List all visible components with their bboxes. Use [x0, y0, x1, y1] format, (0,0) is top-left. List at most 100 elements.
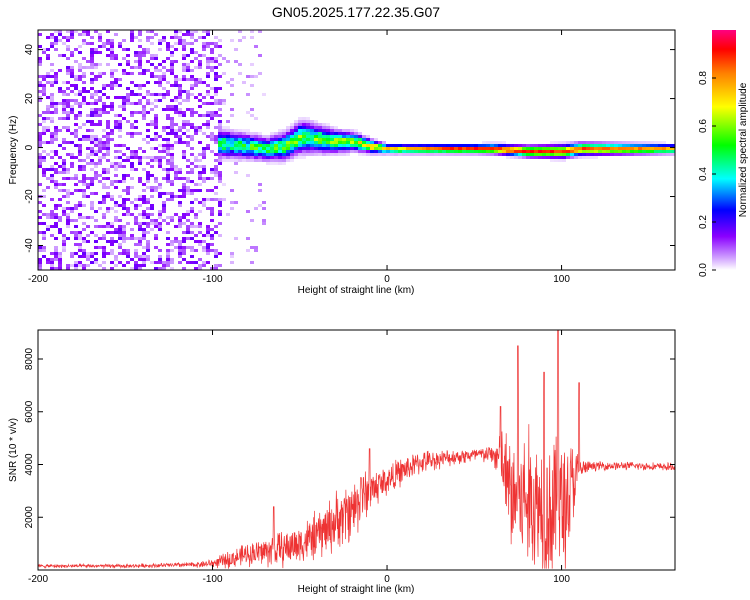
heatmap-cell [510, 156, 514, 159]
heatmap-cell [102, 267, 106, 270]
heatmap-cell [58, 231, 62, 234]
heatmap-cell [126, 237, 130, 240]
heatmap-cell [222, 132, 226, 135]
heatmap-cell [142, 48, 146, 51]
heatmap-cell [126, 132, 130, 135]
heatmap-cell [98, 225, 102, 228]
colorbar-gradient [712, 30, 736, 270]
heatmap-cell [170, 240, 174, 243]
heatmap-cell [398, 144, 402, 147]
heatmap-cell [106, 126, 110, 129]
heatmap-cell [114, 120, 118, 123]
heatmap-cell [262, 219, 266, 222]
heatmap-cell [346, 147, 350, 150]
heatmap-cell [170, 99, 174, 102]
heatmap-cell [146, 216, 150, 219]
heatmap-cell [514, 144, 518, 147]
heatmap-cell [502, 147, 506, 150]
heatmap-cell [218, 108, 222, 111]
heatmap-cell [366, 147, 370, 150]
heatmap-cell [182, 123, 186, 126]
heatmap-cell [118, 123, 122, 126]
heatmap-cell [142, 264, 146, 267]
heatmap-cell [182, 231, 186, 234]
heatmap-cell [78, 165, 82, 168]
heatmap-cell [230, 150, 234, 153]
heatmap-cell [74, 30, 78, 33]
heatmap-cell [130, 81, 134, 84]
heatmap-cell [626, 147, 630, 150]
heatmap-cell [366, 138, 370, 141]
heatmap-cell [498, 144, 502, 147]
heatmap-cell [534, 144, 538, 147]
heatmap-cell [82, 99, 86, 102]
heatmap-cell [102, 237, 106, 240]
heatmap-cell [78, 189, 82, 192]
heatmap-cell [530, 144, 534, 147]
heatmap-cell [182, 195, 186, 198]
heatmap-cell [514, 150, 518, 153]
heatmap-cell [142, 261, 146, 264]
heatmap-cell [278, 144, 282, 147]
heatmap-cell [114, 81, 118, 84]
heatmap-cell [346, 138, 350, 141]
heatmap-cell [54, 153, 58, 156]
heatmap-cell [214, 87, 218, 90]
heatmap-cell [390, 150, 394, 153]
heatmap-cell [182, 183, 186, 186]
heatmap-cell [214, 102, 218, 105]
x-tick-label: 100 [553, 574, 570, 585]
heatmap-cell [86, 240, 90, 243]
heatmap-cell [122, 207, 126, 210]
heatmap-cell [634, 150, 638, 153]
heatmap-cell [254, 117, 258, 120]
heatmap-cell [194, 234, 198, 237]
heatmap-cell [158, 183, 162, 186]
heatmap-cell [354, 132, 358, 135]
heatmap-cell [158, 144, 162, 147]
heatmap-cell [378, 144, 382, 147]
heatmap-cell [78, 114, 82, 117]
heatmap-cell [54, 135, 58, 138]
heatmap-cell [130, 90, 134, 93]
heatmap-cell [234, 138, 238, 141]
heatmap-cell [78, 51, 82, 54]
heatmap-cell [218, 222, 222, 225]
heatmap-cell [146, 81, 150, 84]
heatmap-cell [214, 264, 218, 267]
heatmap-cell [198, 189, 202, 192]
heatmap-cell [86, 153, 90, 156]
heatmap-cell [254, 141, 258, 144]
heatmap-cell [290, 135, 294, 138]
heatmap-cell [66, 168, 70, 171]
heatmap-cell [138, 225, 142, 228]
heatmap-cell [38, 60, 42, 63]
heatmap-cell [54, 42, 58, 45]
heatmap-cell [214, 165, 218, 168]
heatmap-cell [322, 150, 326, 153]
heatmap-cell [242, 150, 246, 153]
heatmap-cell [126, 63, 130, 66]
heatmap-cell [130, 123, 134, 126]
heatmap-cell [326, 147, 330, 150]
heatmap-cell [118, 126, 122, 129]
colorbar-tick-label: 0.0 [698, 263, 709, 277]
heatmap-cell [202, 30, 206, 33]
heatmap-cell [174, 96, 178, 99]
heatmap-cell [118, 165, 122, 168]
heatmap-cell [82, 165, 86, 168]
heatmap-cell [186, 177, 190, 180]
heatmap-cell [134, 216, 138, 219]
heatmap-cell [394, 153, 398, 156]
heatmap-cell [166, 264, 170, 267]
heatmap-cell [70, 132, 74, 135]
heatmap-cell [70, 72, 74, 75]
heatmap-cell [146, 48, 150, 51]
heatmap-cell [210, 51, 214, 54]
heatmap-cell [190, 225, 194, 228]
heatmap-cell [374, 153, 378, 156]
heatmap-cell [150, 30, 154, 33]
heatmap-cell [114, 84, 118, 87]
heatmap-cell [522, 147, 526, 150]
y-tick-label: 6000 [24, 400, 35, 423]
